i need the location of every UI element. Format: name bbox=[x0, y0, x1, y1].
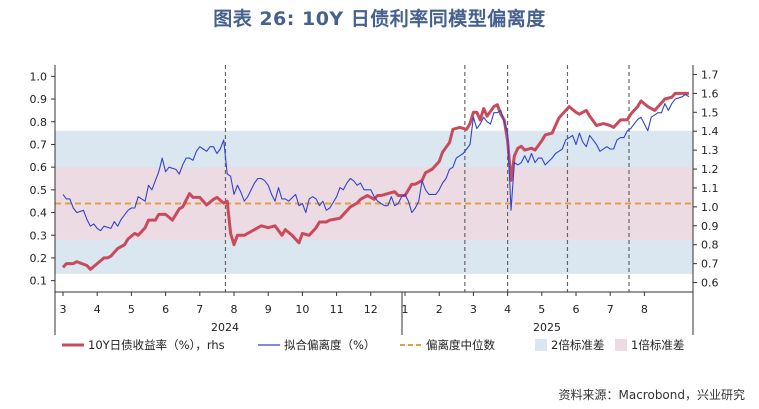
month-label: 7 bbox=[196, 303, 203, 316]
right-tick-label: 1.3 bbox=[701, 144, 719, 157]
legend-label: 拟合偏离度（%） bbox=[284, 338, 375, 352]
month-label: 11 bbox=[330, 303, 344, 316]
source-note: 资料来源：Macrobond，兴业研究 bbox=[558, 388, 746, 402]
month-label: 3 bbox=[470, 303, 477, 316]
axes: 1.0 0.9 0.8 0.7 0.6 0.5 0.4 0.3 0.2 0.1 1.7 1.6 1.5 1… bbox=[30, 65, 719, 335]
month-label: 5 bbox=[538, 303, 545, 316]
year-label: 2024 bbox=[211, 321, 239, 334]
month-label: 5 bbox=[128, 303, 135, 316]
right-tick-label: 1.7 bbox=[701, 68, 719, 81]
month-label: 6 bbox=[573, 303, 580, 316]
right-tick-label: 0.9 bbox=[701, 220, 719, 233]
legend-label: 1倍标准差 bbox=[631, 338, 684, 352]
right-tick-label: 1.2 bbox=[701, 163, 719, 176]
left-tick-label: 0.8 bbox=[30, 116, 48, 129]
legend-label: 2倍标准差 bbox=[551, 338, 604, 352]
month-label: 4 bbox=[94, 303, 101, 316]
month-label: 4 bbox=[504, 303, 511, 316]
month-label: 7 bbox=[607, 303, 614, 316]
right-tick-label: 1.5 bbox=[701, 106, 719, 119]
right-tick-label: 0.8 bbox=[701, 239, 719, 252]
right-tick-label: 0.6 bbox=[701, 277, 719, 290]
legend-swatch-1sd bbox=[615, 339, 627, 351]
right-tick-label: 1.6 bbox=[701, 87, 719, 100]
year-label: 2025 bbox=[533, 321, 561, 334]
right-tick-label: 1.1 bbox=[701, 182, 719, 195]
series-lines bbox=[61, 91, 690, 271]
legend-swatch-2sd bbox=[535, 339, 547, 351]
right-tick-label: 1.0 bbox=[701, 201, 719, 214]
left-tick-label: 0.3 bbox=[30, 229, 48, 242]
legend-label: 偏离度中位数 bbox=[426, 338, 495, 352]
series-jgb-yield-line bbox=[61, 91, 689, 271]
legend: 10Y日债收益率（%），rhs 拟合偏离度（%） 偏离度中位数 2倍标准差 1倍标准差 bbox=[62, 338, 684, 352]
month-label: 8 bbox=[641, 303, 648, 316]
right-tick-label: 0.7 bbox=[701, 258, 719, 271]
left-tick-label: 0.5 bbox=[30, 184, 48, 197]
left-tick-label: 0.9 bbox=[30, 93, 48, 106]
month-label: 2 bbox=[436, 303, 443, 316]
left-tick-label: 1.0 bbox=[30, 70, 48, 83]
month-label: 12 bbox=[364, 303, 378, 316]
left-tick-label: 0.6 bbox=[30, 161, 48, 174]
right-tick-label: 1.4 bbox=[701, 125, 719, 138]
left-tick-label: 0.1 bbox=[30, 275, 48, 288]
month-label: 3 bbox=[60, 303, 67, 316]
month-label: 8 bbox=[231, 303, 238, 316]
vertical-dividers bbox=[224, 65, 630, 292]
chart-title: 图表 26: 10Y 日债利率同模型偏离度 bbox=[213, 8, 546, 30]
left-tick-label: 0.2 bbox=[30, 252, 48, 265]
month-label: 1 bbox=[402, 303, 409, 316]
legend-label: 10Y日债收益率（%），rhs bbox=[88, 338, 225, 352]
month-label: 6 bbox=[162, 303, 169, 316]
std-dev-bands bbox=[55, 130, 693, 274]
month-label: 9 bbox=[265, 303, 272, 316]
series-fit-deviation-line bbox=[62, 93, 690, 232]
left-tick-label: 0.4 bbox=[30, 207, 48, 220]
month-label: 10 bbox=[295, 303, 309, 316]
left-tick-label: 0.7 bbox=[30, 138, 48, 151]
